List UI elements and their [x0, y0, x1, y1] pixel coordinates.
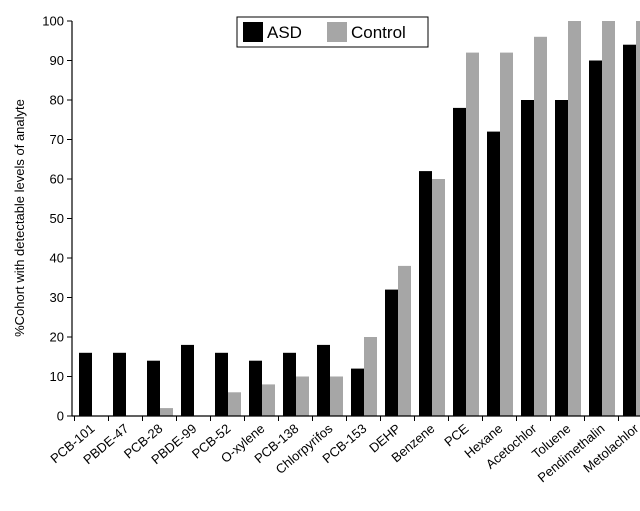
bar-asd-pbde-99	[181, 344, 194, 416]
y-tick-label: 10	[50, 369, 64, 384]
bar-control-chlorpyrifos	[330, 376, 343, 416]
bar-asd-pcb-52	[215, 352, 228, 416]
y-tick-label: 100	[42, 14, 64, 29]
bar-asd-o-xylene	[249, 360, 262, 416]
bar-asd-dehp	[385, 289, 398, 416]
x-axis-ticks: PCB-101PBDE-47PCB-28PBDE-99PCB-52O-xylen…	[47, 416, 640, 485]
legend-swatch-asd	[243, 22, 263, 42]
bar-asd-benzene	[419, 171, 432, 416]
bar-control-pcb-28	[160, 408, 173, 416]
bar-control-pcb-52	[228, 392, 241, 416]
bar-control-hexane	[500, 52, 513, 416]
bar-asd-hexane	[487, 131, 500, 416]
legend-label-control: Control	[351, 23, 406, 42]
bar-control-pendimethalin	[602, 21, 615, 416]
y-tick-label: 50	[50, 211, 64, 226]
bar-asd-pbde-47	[113, 352, 126, 416]
bar-asd-chlorpyrifos	[317, 344, 330, 416]
legend-label-asd: ASD	[267, 23, 302, 42]
legend-swatch-control	[327, 22, 347, 42]
legend: ASD Control	[236, 16, 429, 48]
y-tick-label: 70	[50, 132, 64, 147]
y-tick-label: 90	[50, 53, 64, 68]
axes	[71, 21, 640, 417]
bar-control-o-xylene	[262, 384, 275, 416]
bar-asd-pendimethalin	[589, 60, 602, 416]
bar-control-benzene	[432, 179, 445, 416]
y-tick-label: 30	[50, 290, 64, 305]
bar-control-pcb-153	[364, 337, 377, 416]
y-axis-label-group: %Cohort with detectable levels of analyt…	[12, 99, 27, 337]
y-tick-label: 40	[50, 251, 64, 266]
y-tick-label: 80	[50, 93, 64, 108]
bar-asd-pcb-28	[147, 360, 160, 416]
bar-asd-acetochlor	[521, 100, 534, 416]
bar-asd-metolachlor	[623, 44, 636, 416]
bar-asd-pcb-138	[283, 352, 296, 416]
bar-control-dehp	[398, 265, 411, 416]
y-tick-label: 0	[57, 409, 64, 424]
bar-asd-toluene	[555, 100, 568, 416]
y-tick-label: 20	[50, 330, 64, 345]
bar-control-toluene	[568, 21, 581, 416]
bar-control-acetochlor	[534, 36, 547, 417]
bar-control-metolachlor	[636, 21, 640, 416]
bar-asd-pce	[453, 107, 466, 417]
bar-asd-pcb-101	[79, 352, 92, 416]
bar-control-pce	[466, 52, 479, 416]
bar-asd-pcb-153	[351, 368, 364, 416]
y-tick-label: 60	[50, 172, 64, 187]
bars	[79, 21, 640, 417]
y-axis-ticks: 0 10 20 30 40 50 60 70 80 90 100	[42, 14, 72, 424]
bar-control-pcb-138	[296, 376, 309, 416]
y-axis-label: %Cohort with detectable levels of analyt…	[12, 99, 27, 337]
